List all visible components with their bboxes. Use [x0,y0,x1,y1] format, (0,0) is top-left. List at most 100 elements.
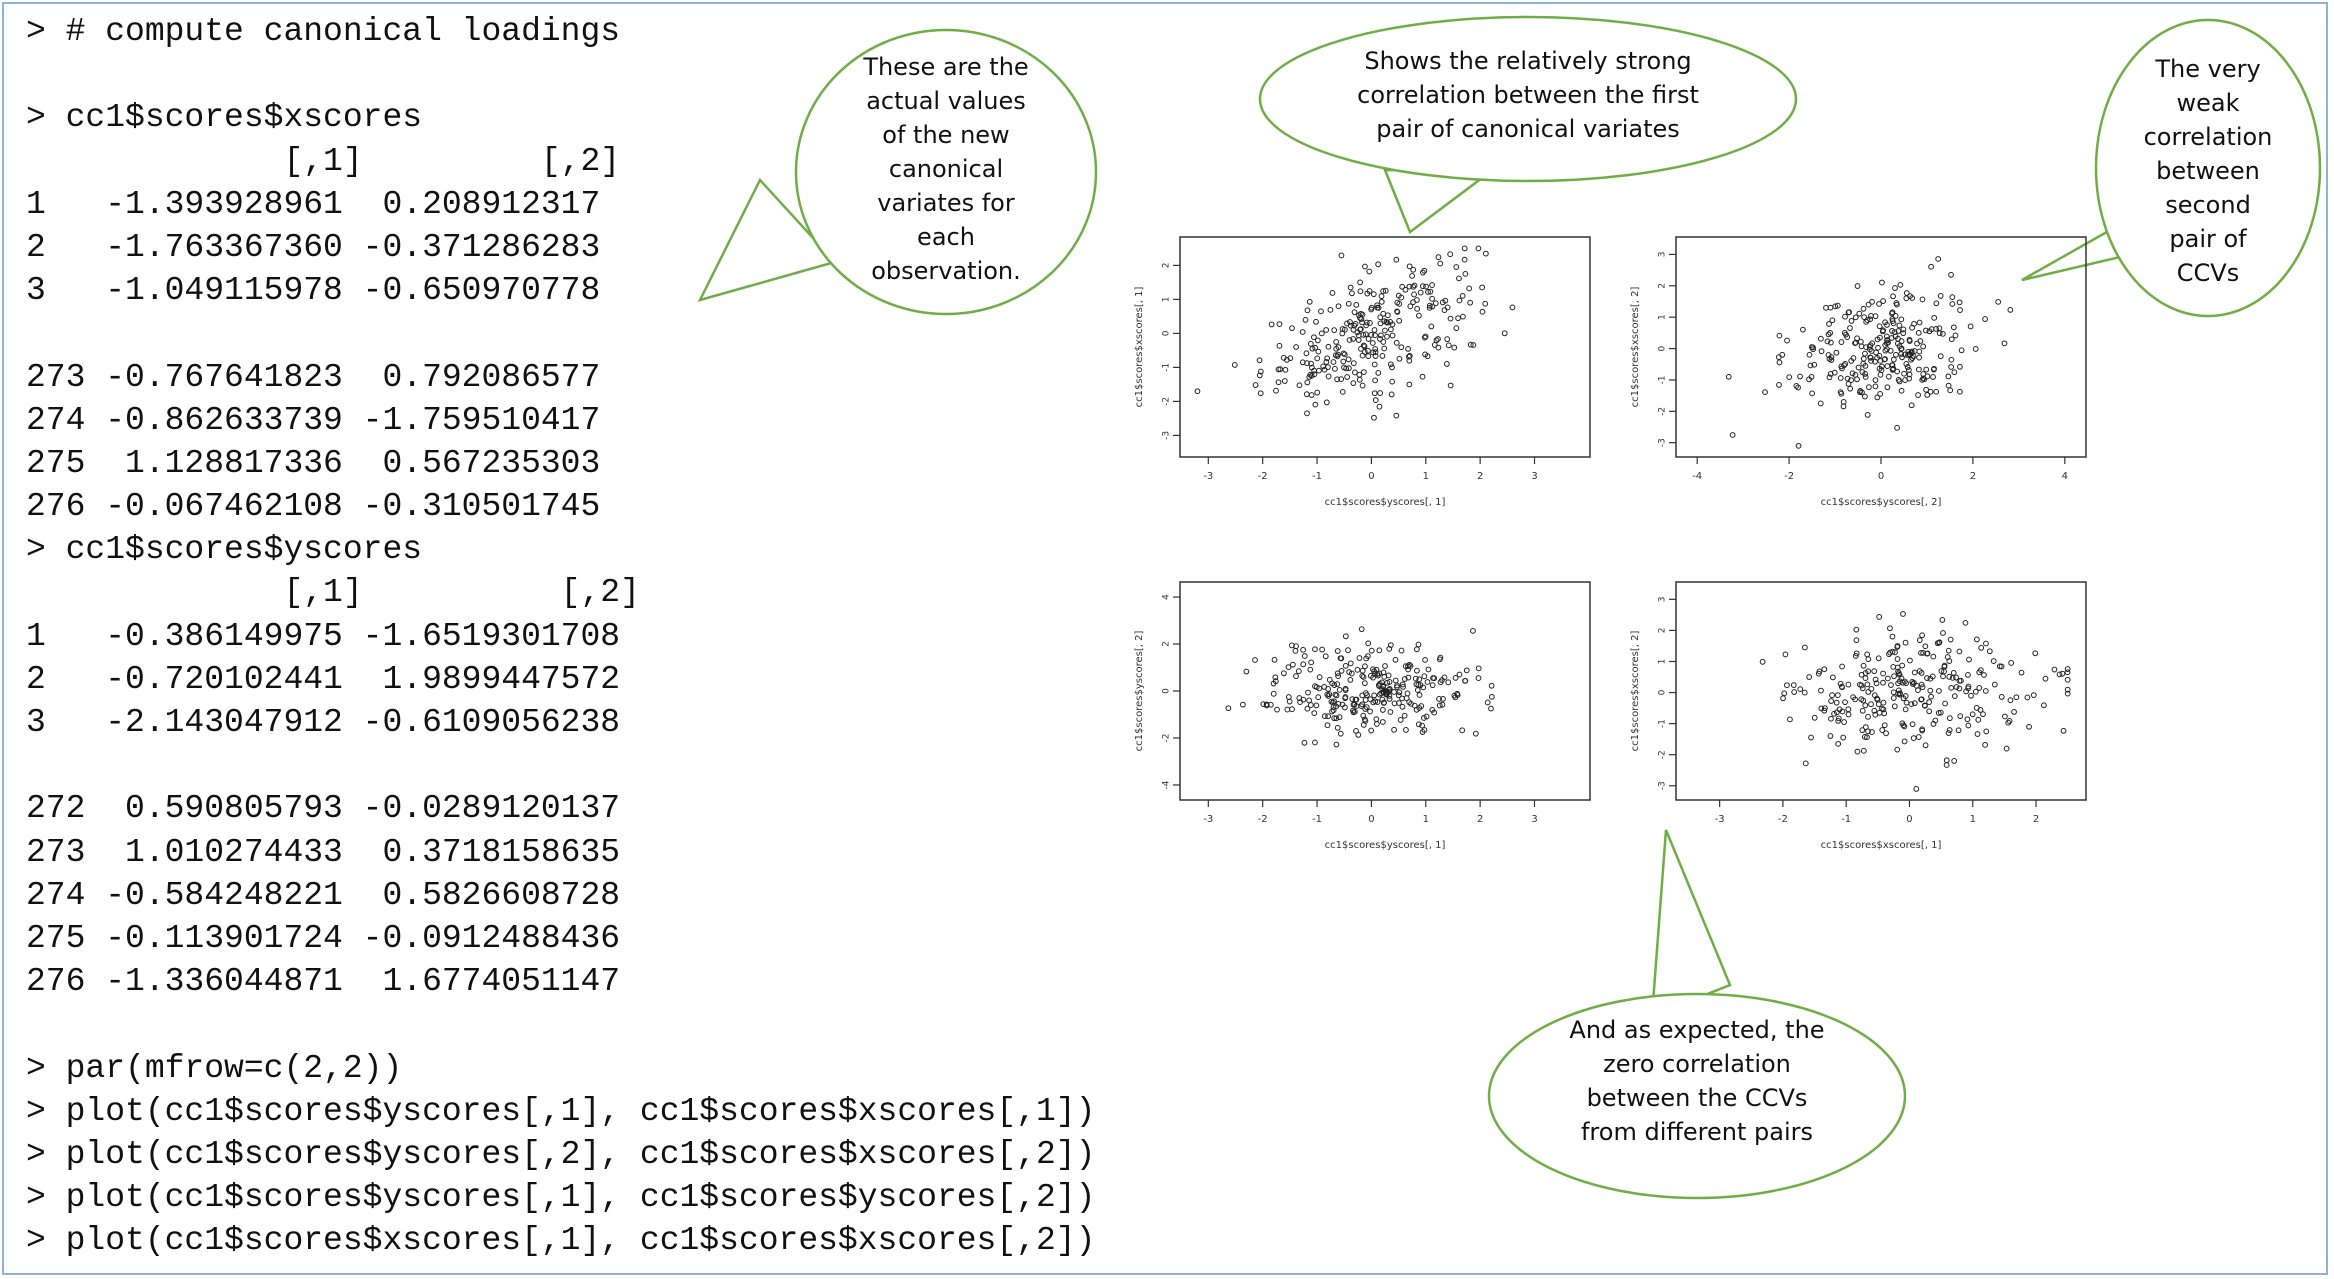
y-axis-label: cc1$scores$xscores[, 2] [1630,287,1641,408]
scatter-point [1908,402,1915,409]
callout-strong-correlation [1258,15,1798,234]
scatter-point [1884,363,1891,369]
scatter-point [1876,709,1883,716]
scatter-point [1889,633,1896,640]
scatter-point [1825,352,1832,358]
y-tick-label: -1 [1658,375,1668,384]
scatter-point [1314,389,1321,396]
scatter-point [1270,690,1277,697]
scatter-point [1911,348,1918,354]
scatter-point [1356,312,1362,319]
scatter-point [2060,727,2067,734]
scatter-point [1900,326,1907,333]
scatter-point [1225,705,1232,712]
scatter-point [1911,669,1918,676]
scatter-point [1880,706,1887,713]
callout-zero-correlation [1487,829,1907,1200]
scatter-point [1356,371,1363,378]
scatter-point [1854,748,1861,755]
scatter-point [1948,356,1955,363]
scatter-point [1865,713,1871,720]
scatter-point [1328,698,1335,705]
scatter-point [2032,650,2039,657]
scatter-point [1439,701,1446,708]
scatter-point [1373,721,1380,727]
scatter-point [1965,671,1971,678]
scatter-point [1884,675,1891,682]
scatter-point [1338,376,1345,383]
scatter-point [1849,370,1856,377]
scatter-point [1824,338,1831,345]
scatter-point [1392,677,1399,684]
scatter-point [1920,649,1927,656]
scatter-point [1948,271,1954,278]
scatter-point [1350,336,1357,342]
scatter-point [1780,695,1786,702]
scatter-point [1509,304,1516,311]
scatter-point [1920,375,1927,382]
scatter-point [1890,293,1896,300]
r-console-output[interactable]: > # compute canonical loadings > cc1$scor… [26,10,1095,1262]
scatter-point [1793,383,1800,389]
scatter-point [1377,332,1384,339]
callout-actual-values-text: These are the actual values of the new c… [863,53,1029,285]
scatter-point [1834,302,1841,309]
scatter-point [2064,686,2071,693]
scatter-point [1915,329,1922,336]
x-tick-label: -4 [1692,471,1702,482]
scatter-point [1775,354,1782,361]
scatter-point [1876,323,1883,330]
scatter-point [1864,681,1871,688]
scatter-point [1852,339,1859,346]
scatter-point [1419,283,1426,290]
scatter-point [1945,730,1952,736]
scatter-point [1373,716,1380,723]
scatter-point [2064,676,2071,683]
scatter-point [1806,674,1813,680]
scatter-point [1845,681,1852,688]
scatter-point [1892,351,1899,358]
scatter-point [1369,340,1376,346]
scatter-point [1405,353,1412,360]
scatter-point [1410,283,1417,290]
scatter-point [1334,670,1341,677]
scatter-point [1861,314,1868,321]
scatter-point [1382,663,1388,669]
scatter-point [1866,384,1872,391]
scatter-point [1928,693,1934,700]
scatter-point [1352,369,1358,376]
scatter-point [1357,279,1364,286]
scatter-point [1384,312,1391,319]
scatter-point [1852,371,1859,378]
scatter-point [1452,675,1459,681]
scatter-point [1344,374,1351,380]
scatter-point [1311,371,1318,378]
x-tick-label: 0 [1368,471,1374,482]
scatter-point [1862,393,1868,400]
scatter-point [1384,319,1391,326]
scatter-point [1360,674,1367,680]
scatter-point [1922,742,1929,749]
scatter-point [1795,384,1801,391]
scatter-point [1818,705,1825,712]
scatter-point [1272,674,1279,681]
scatter-point [1345,356,1352,363]
scatter-point [1428,323,1435,330]
scatter-point [1826,321,1832,327]
scatter-point [1859,707,1866,714]
scatter-point [1413,667,1420,674]
y-tick-label: -4 [1162,780,1172,789]
scatter-point [1827,339,1834,346]
scatter-point [1338,252,1345,259]
x-tick-label: 1 [1423,814,1429,825]
scatter-point [1285,694,1292,700]
scatter-point [1293,673,1299,680]
scatter-point [1986,648,1993,655]
console-command-line: > par(mfrow=c(2,2)) [26,1049,403,1087]
scatter-point [1267,701,1274,708]
scatter-point [1852,696,1859,703]
scatter-point [2008,660,2015,666]
scatter-point [1945,647,1952,654]
console-output-line: 1 -0.386149975 -1.6519301708 [26,617,621,655]
scatter-point [1359,352,1366,359]
